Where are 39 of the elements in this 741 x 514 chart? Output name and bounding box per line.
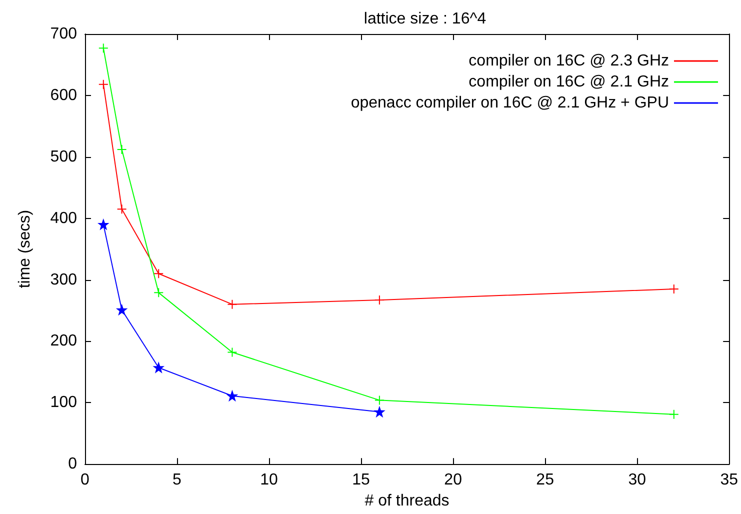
chart-title: lattice size : 16^4 [364, 10, 486, 28]
x-tick-label: 25 [536, 472, 554, 489]
y-axis-title: time (secs) [16, 210, 34, 288]
x-tick-label: 35 [720, 472, 738, 489]
point [227, 347, 238, 358]
point [154, 288, 164, 298]
point [98, 219, 108, 230]
point [374, 295, 384, 306]
x-tick-label: 15 [352, 472, 370, 489]
y-tick-label: 100 [50, 394, 78, 412]
x-axis-title: # of threads [364, 492, 450, 510]
point [227, 299, 238, 310]
point [154, 268, 164, 279]
legend-label: openacc compiler on 16C @ 2.1 GHz + GPU [350, 94, 669, 112]
y-tick-label: 500 [50, 148, 78, 166]
y-tick-label: 0 [68, 456, 78, 473]
point [98, 43, 108, 54]
y-tick-label: 600 [50, 86, 78, 104]
point [116, 204, 127, 214]
point [98, 79, 108, 90]
x-tick-label: 20 [444, 472, 462, 489]
x-tick-label: 10 [260, 472, 278, 489]
y-tick-label: 300 [50, 271, 78, 288]
y-tick-label: 400 [50, 210, 78, 227]
point [668, 284, 679, 294]
legend-label: compiler on 16C @ 2.3 GHz [468, 52, 669, 70]
point [668, 409, 679, 420]
point [374, 395, 384, 406]
point [227, 390, 238, 401]
point [116, 304, 127, 315]
point [154, 362, 164, 373]
point [374, 406, 384, 417]
y-tick-label: 200 [50, 332, 78, 350]
legend-label: compiler on 16C @ 2.1 GHz [468, 74, 669, 90]
x-tick-label: 0 [80, 472, 90, 489]
y-tick-label: 700 [50, 26, 78, 42]
point [116, 144, 127, 155]
x-tick-label: 5 [172, 472, 182, 489]
x-tick-label: 30 [628, 472, 646, 489]
